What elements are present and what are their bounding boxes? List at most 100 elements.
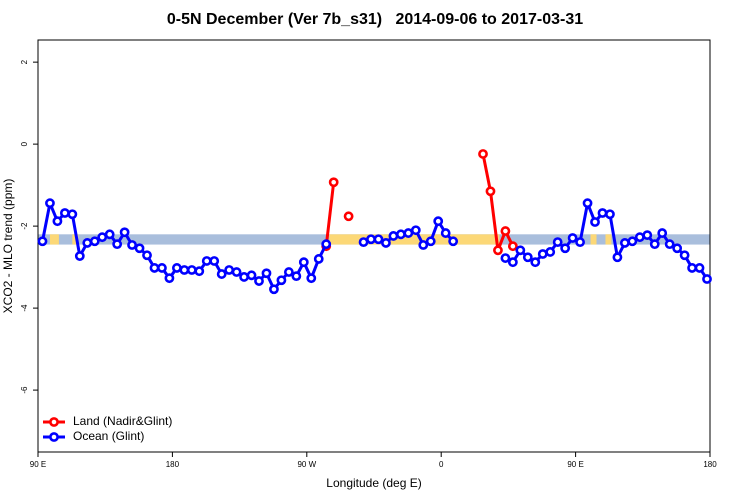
series-point (567, 233, 578, 243)
series-point (507, 241, 518, 252)
series-point (321, 239, 332, 250)
series-point (440, 228, 451, 238)
series-point (530, 257, 541, 268)
series-point (522, 252, 533, 263)
series-point (343, 211, 354, 222)
series-point (664, 239, 675, 250)
x-tick-label: 90 E (30, 460, 46, 469)
y-tick-label: 2 (20, 59, 29, 64)
series-point (313, 254, 324, 264)
series-point (552, 237, 563, 248)
series-point (112, 239, 123, 250)
series-point (485, 186, 496, 197)
legend-label: Land (Nadir&Glint) (73, 414, 172, 428)
series-point (104, 229, 115, 240)
legend-label: Ocean (Glint) (73, 429, 144, 443)
series-point (642, 230, 653, 241)
series-point (269, 284, 279, 295)
series-point (672, 243, 683, 254)
x-tick-label: 0 (439, 460, 444, 469)
series-point (694, 263, 705, 273)
series-point (224, 265, 235, 275)
series-point (373, 234, 384, 245)
x-tick-label: 180 (703, 460, 717, 469)
series-point (366, 234, 376, 245)
series-point (403, 228, 414, 238)
series-point (649, 239, 660, 250)
series-point (500, 226, 511, 236)
series-point (545, 247, 556, 257)
series-point (246, 270, 257, 281)
series-point (164, 273, 175, 284)
series-point (239, 272, 249, 282)
series-point (702, 274, 712, 284)
series-point (276, 275, 287, 286)
series-point (298, 257, 309, 268)
series-point (306, 273, 317, 284)
series-point (142, 250, 152, 261)
y-axis-label: XCO2 - MLO trend (ppm) (1, 179, 15, 314)
series-point (194, 266, 205, 277)
series-point (582, 198, 593, 209)
series-point (619, 238, 630, 248)
series-point (89, 236, 100, 247)
series-point (209, 256, 220, 266)
series-point (97, 232, 108, 243)
series-point (37, 236, 48, 247)
series-point (605, 209, 615, 220)
x-axis-label: Longitude (deg E) (326, 476, 421, 490)
x-tick-label: 90 E (567, 460, 583, 469)
series-point (261, 268, 272, 279)
series-point (515, 245, 526, 256)
legend-marker (49, 432, 59, 442)
series-point (216, 269, 227, 279)
series-point (157, 263, 167, 273)
series-point (575, 237, 585, 248)
legend-marker (49, 417, 59, 427)
series-point (381, 238, 391, 248)
series-point (231, 267, 242, 277)
series-point (448, 236, 459, 247)
series-point (283, 267, 294, 277)
series-point (500, 253, 511, 263)
series-point (134, 243, 145, 254)
series-point (52, 216, 63, 227)
y-tick-label: -4 (20, 304, 29, 312)
series-point (679, 250, 690, 261)
series-point (687, 263, 697, 273)
y-tick-label: 0 (20, 141, 29, 146)
y-tick-label: -6 (20, 386, 29, 394)
series-point (82, 238, 93, 248)
series-point (358, 237, 369, 248)
series-point (597, 208, 608, 218)
band-highlight (49, 234, 59, 245)
plot-frame (37, 39, 711, 453)
series-point (254, 276, 264, 286)
series-point (425, 236, 436, 247)
series-point (395, 229, 406, 240)
series-point (627, 236, 638, 247)
series-point (67, 209, 78, 220)
band-highlight (329, 234, 500, 245)
band-highlight (590, 234, 597, 245)
series-point (537, 249, 548, 259)
series-point (560, 243, 571, 254)
series-point (478, 149, 488, 159)
y-tick-label: -2 (20, 222, 29, 230)
series-point (127, 240, 137, 250)
series-point (291, 271, 302, 282)
band-highlight (605, 234, 612, 245)
series-point (657, 228, 668, 238)
series-point (507, 257, 518, 268)
x-tick-label: 90 W (297, 460, 316, 469)
series-point (590, 217, 600, 227)
series-point (433, 216, 444, 227)
series-point (119, 227, 130, 238)
series-point (186, 265, 197, 275)
series-point (634, 232, 645, 243)
series-point (201, 256, 212, 266)
series-point (45, 198, 55, 209)
series-point (171, 263, 182, 273)
series-point (59, 208, 70, 218)
